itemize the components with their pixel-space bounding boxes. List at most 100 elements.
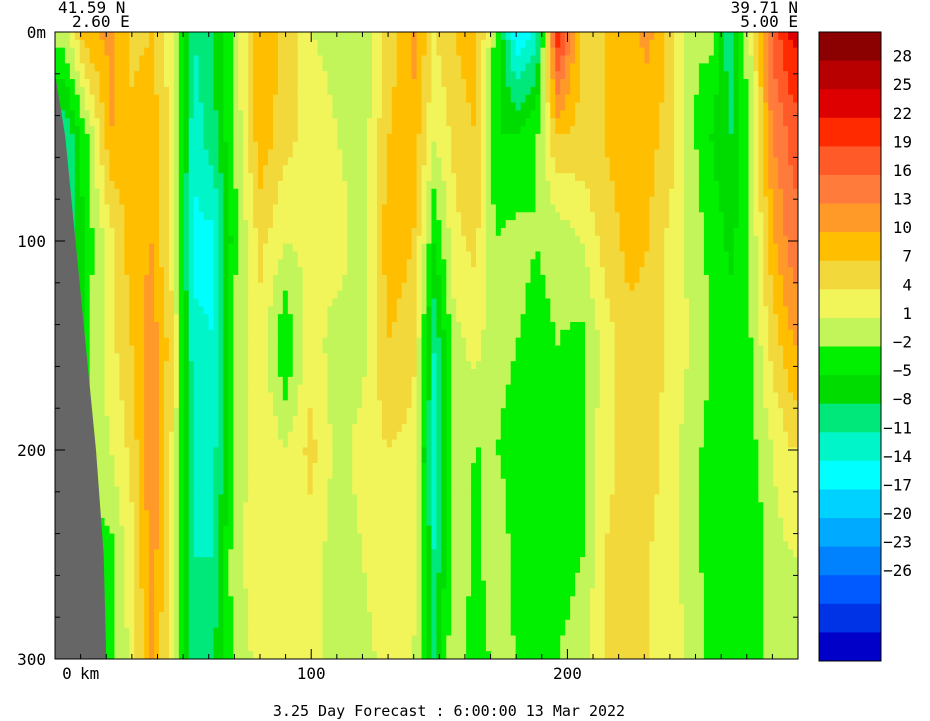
field-cell: [129, 564, 135, 574]
field-cell: [307, 525, 314, 535]
field-cell: [233, 47, 239, 57]
field-cell: [243, 643, 249, 652]
field-cell: [312, 63, 319, 72]
field-cell: [198, 635, 205, 644]
field-cell: [218, 55, 225, 64]
field-cell: [332, 400, 338, 409]
field-cell: [223, 102, 229, 111]
field-cell: [302, 55, 309, 64]
field-cell: [342, 141, 348, 151]
field-cell: [233, 470, 239, 480]
field-cell: [258, 619, 264, 629]
field-cell: [223, 149, 229, 158]
field-cell: [297, 423, 304, 433]
field-cell: [99, 361, 106, 370]
field-cell: [258, 361, 264, 370]
field-cell: [119, 557, 125, 566]
field-cell: [347, 494, 353, 503]
field-cell: [159, 110, 165, 119]
field-cell: [129, 220, 135, 229]
field-cell: [168, 314, 175, 323]
field-cell: [173, 564, 180, 574]
field-cell: [188, 126, 195, 135]
field-cell: [342, 541, 348, 550]
field-cell: [253, 486, 259, 496]
field-cell: [109, 282, 116, 292]
field-cell: [129, 549, 135, 558]
field-cell: [292, 400, 299, 409]
field-cell: [277, 298, 284, 307]
field-cell: [183, 79, 190, 88]
field-cell: [89, 157, 96, 166]
field-cell: [337, 635, 343, 644]
field-cell: [198, 376, 205, 386]
field-cell: [139, 353, 145, 362]
field-cell: [342, 525, 348, 535]
field-cell: [119, 470, 125, 480]
field-cell: [163, 204, 170, 213]
field-cell: [94, 274, 101, 284]
field-cell: [292, 549, 299, 558]
field-cell: [322, 157, 329, 166]
field-cell: [337, 251, 343, 260]
field-cell: [292, 321, 299, 331]
field-cell: [149, 572, 155, 582]
field-cell: [193, 71, 200, 80]
field-cell: [178, 651, 185, 659]
field-cell: [253, 541, 259, 550]
field-cell: [248, 32, 254, 41]
field-cell: [302, 557, 309, 566]
field-cell: [218, 384, 225, 394]
field-cell: [248, 517, 254, 527]
field-cell: [183, 227, 190, 237]
field-cell: [282, 376, 289, 386]
field-cell: [253, 596, 259, 605]
field-cell: [302, 251, 309, 260]
field-cell: [317, 345, 324, 354]
field-cell: [104, 204, 111, 213]
field-cell: [322, 408, 329, 417]
field-cell: [258, 502, 264, 511]
field-cell: [282, 204, 289, 213]
field-cell: [94, 361, 101, 370]
field-cell: [228, 329, 234, 339]
field-cell: [263, 235, 269, 245]
field-cell: [282, 63, 289, 72]
field-cell: [282, 314, 289, 323]
field-cell: [134, 494, 140, 503]
field-cell: [307, 39, 314, 49]
field-cell: [327, 533, 333, 543]
field-cell: [163, 533, 170, 543]
field-cell: [238, 55, 244, 64]
field-cell: [183, 470, 190, 480]
field-cell: [178, 580, 185, 590]
field-cell: [317, 290, 324, 300]
field-cell: [218, 557, 225, 566]
field-cell: [208, 274, 215, 284]
field-cell: [238, 126, 244, 135]
field-cell: [322, 39, 329, 49]
field-cell: [213, 470, 220, 480]
field-cell: [297, 227, 304, 237]
field-cell: [203, 141, 210, 151]
field-cell: [99, 400, 106, 409]
field-cell: [79, 47, 86, 57]
field-cell: [213, 63, 220, 72]
field-cell: [223, 510, 229, 519]
field-cell: [109, 290, 116, 300]
field-cell: [109, 455, 116, 464]
field-cell: [159, 470, 165, 480]
field-cell: [322, 470, 329, 480]
field-cell: [134, 329, 140, 339]
field-cell: [139, 651, 145, 659]
field-cell: [228, 118, 234, 127]
field-cell: [139, 110, 145, 119]
field-cell: [198, 133, 205, 143]
field-cell: [203, 329, 210, 339]
field-cell: [193, 259, 200, 268]
field-cell: [183, 55, 190, 64]
field-cell: [109, 345, 116, 354]
field-cell: [114, 196, 120, 206]
field-cell: [119, 173, 125, 182]
field-cell: [223, 392, 229, 401]
